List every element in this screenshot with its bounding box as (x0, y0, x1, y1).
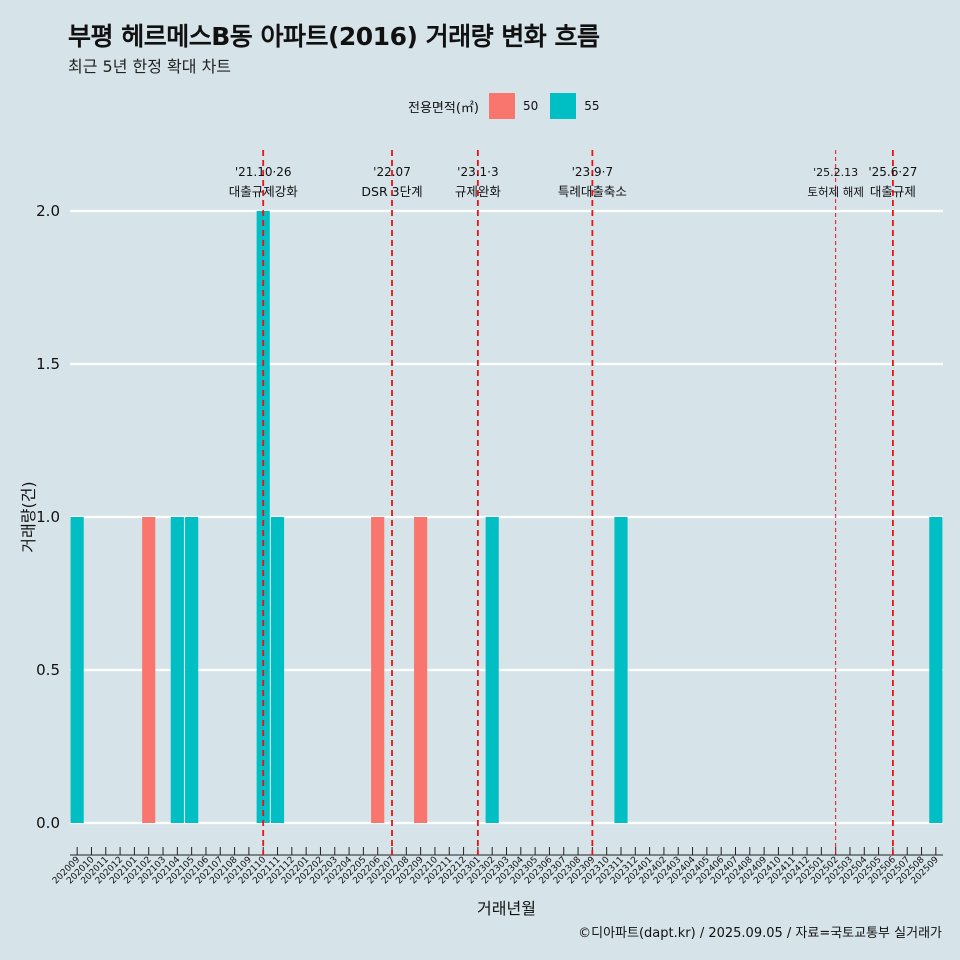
event-date-label: '22.07 (373, 165, 411, 179)
event-date-label: '25.2.13 (813, 166, 858, 179)
bar-55-202311 (614, 517, 628, 823)
y-tick-label: 2.0 (36, 202, 60, 220)
event-label: 대출규제강화 (229, 184, 299, 199)
bar-50-202102 (142, 517, 156, 823)
y-tick-label: 0.5 (36, 661, 60, 679)
bar-55-202302 (485, 517, 499, 823)
legend-swatch-55 (550, 93, 577, 119)
bar-50-202209 (414, 517, 428, 823)
y-tick-label: 0.0 (36, 814, 60, 832)
event-label: 규제완화 (455, 184, 502, 199)
bar-55-202111 (270, 517, 285, 823)
event-label: 토허제 해제 (807, 185, 864, 199)
event-date-label: '21.10·26 (235, 165, 292, 179)
event-date-label: '25.6·27 (868, 165, 917, 179)
chart-subtitle: 최근 5년 한정 확대 차트 (68, 57, 232, 76)
y-tick-label: 1.0 (36, 508, 60, 526)
event-date-label: '23.9·7 (572, 165, 613, 179)
chart-title: 부평 헤르메스B동 아파트(2016) 거래량 변화 흐름 (68, 22, 600, 51)
bar-55-202104 (170, 517, 184, 823)
legend-label-50: 50 (522, 99, 539, 113)
event-label: 대출규제 (870, 184, 916, 199)
x-axis-title: 거래년월 (477, 899, 536, 918)
legend-swatch-50 (488, 93, 515, 119)
bar-55-202110 (256, 211, 270, 823)
bar-55-202105 (185, 517, 199, 823)
bar-55-202509 (929, 517, 943, 823)
footer-credit: ©디아파트(dapt.kr) / 2025.09.05 / 자료=국토교통부 실… (578, 926, 942, 941)
y-tick-label: 1.5 (36, 355, 60, 373)
bar-50-202206 (371, 517, 385, 823)
bar-55-202009 (70, 517, 84, 823)
legend-label-55: 55 (584, 99, 600, 113)
event-label: DSR 3단계 (361, 184, 422, 199)
event-label: 특례대출축소 (558, 184, 627, 199)
event-date-label: '23.1·3 (457, 165, 498, 179)
legend: 전용면적(㎡) 50 55 (408, 93, 612, 119)
y-axis-title: 거래량(건) (19, 481, 38, 552)
legend-title: 전용면적(㎡) (408, 100, 479, 116)
